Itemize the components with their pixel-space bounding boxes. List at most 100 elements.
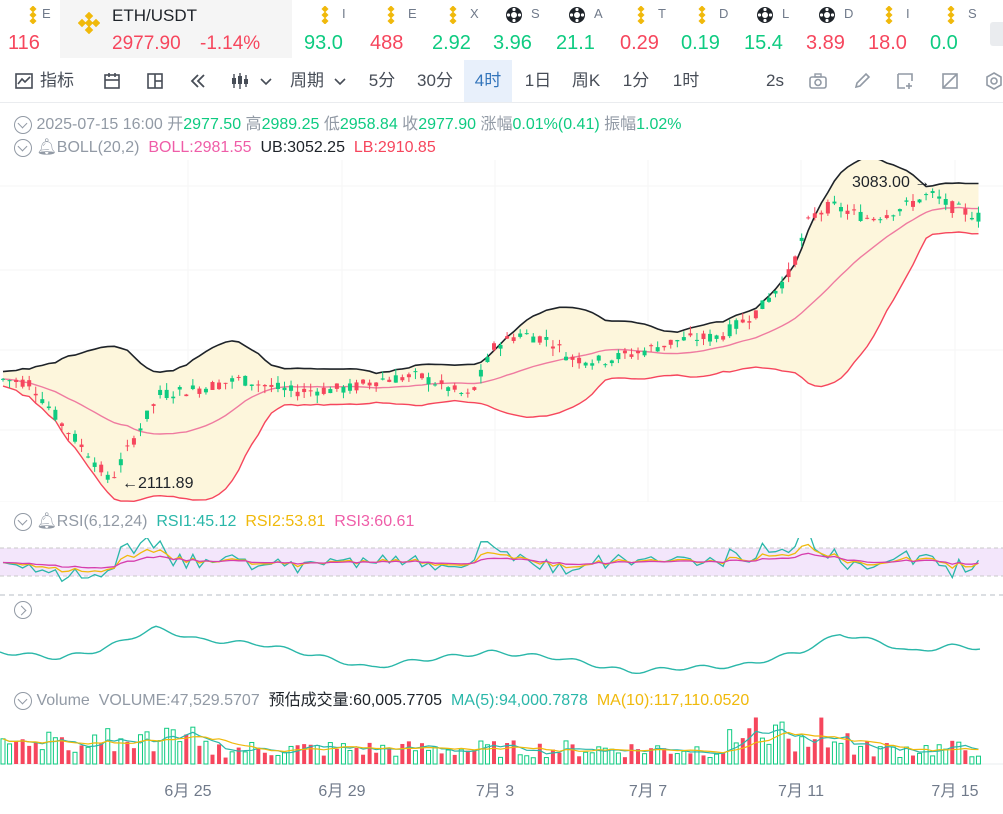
ticker-item[interactable]: D 3.89: [806, 0, 862, 58]
volume-bar: [819, 717, 824, 764]
rewind-icon[interactable]: [188, 71, 208, 91]
candle-body: [184, 394, 189, 397]
rsi2: RSI2:53.81: [245, 513, 326, 530]
candle-body: [498, 344, 503, 349]
candle-body: [20, 379, 25, 387]
ticker-symbol: E: [42, 6, 51, 21]
bell-icon[interactable]: 🔔︎: [36, 513, 57, 530]
candle-body: [688, 333, 693, 336]
indicators-button[interactable]: 指标: [40, 71, 74, 90]
collapse-icon[interactable]: [14, 512, 32, 531]
ticker-item[interactable]: L 15.4: [744, 0, 800, 58]
chevron-right-icon[interactable]: [14, 601, 32, 619]
collapse-icon[interactable]: [14, 691, 32, 710]
candle-body: [426, 377, 431, 385]
ticker-item[interactable]: S 0.0: [930, 0, 986, 58]
ticker-active-eth[interactable]: ETH/USDT 2977.90 -1.14%: [60, 0, 292, 58]
ticker-price: 15.4: [744, 32, 783, 54]
indicator-icon: [15, 73, 33, 89]
ticker-item[interactable]: I 93.0: [304, 0, 360, 58]
collapse-icon[interactable]: [14, 138, 32, 157]
layout-icon[interactable]: [145, 71, 165, 91]
candle-body: [275, 382, 280, 390]
volume-bar: [478, 740, 484, 765]
interval-tab[interactable]: 周K: [571, 71, 601, 90]
volume-bar: [354, 747, 359, 764]
candle-body: [492, 343, 496, 350]
candlestick-icon[interactable]: [230, 71, 250, 91]
amp-label: 振幅: [604, 116, 637, 133]
volume-bar: [596, 746, 602, 765]
period-button[interactable]: 周期: [290, 71, 324, 90]
collapse-icon[interactable]: [14, 115, 32, 134]
volume-bar: [969, 756, 975, 765]
volume-bar: [217, 744, 222, 764]
ticker-item[interactable]: E 116: [0, 0, 56, 58]
binance-icon: [321, 6, 329, 24]
ticker-item[interactable]: D 0.19: [681, 0, 737, 58]
hide-drawings-icon[interactable]: [940, 71, 960, 91]
candle-body: [151, 404, 156, 406]
boll-band-fill: [3, 160, 979, 502]
volume-bar: [327, 742, 333, 765]
ticker-item[interactable]: T 0.29: [620, 0, 676, 58]
chevron-down-icon[interactable]: [256, 71, 276, 91]
pencil-icon[interactable]: [852, 71, 872, 91]
volume-est-label: 预估成交量:: [268, 692, 354, 709]
secondary-indicator-chart[interactable]: [0, 600, 1003, 682]
candle-body: [570, 356, 575, 360]
volume-chart[interactable]: [0, 706, 1003, 768]
volume-bar: [282, 752, 288, 765]
candle-body: [537, 336, 542, 343]
volume-bar: [308, 744, 313, 764]
interval-tab[interactable]: 30分: [417, 71, 453, 90]
volume-bar: [151, 751, 156, 764]
volume-ma10-line: [2, 731, 979, 754]
binance-icon: [29, 6, 37, 24]
volume-bar: [642, 753, 648, 765]
ticker-item[interactable]: E 488: [370, 0, 426, 58]
volume-bar: [505, 743, 510, 764]
candle-body: [668, 339, 673, 345]
calendar-icon[interactable]: [102, 71, 122, 91]
interval-tab[interactable]: 1时: [672, 71, 700, 90]
rsi-chart[interactable]: [0, 538, 1003, 596]
interval-tab[interactable]: 1日: [524, 71, 552, 90]
bell-icon[interactable]: 🔔︎: [36, 139, 57, 156]
candle-body: [780, 281, 785, 289]
volume-bar: [0, 738, 6, 765]
candle-body: [727, 324, 732, 337]
refresh-interval[interactable]: 2s: [766, 71, 784, 90]
volume-bar: [334, 748, 339, 764]
ticker-price: 0.0: [930, 32, 958, 54]
candle-body: [865, 217, 870, 219]
settings-icon[interactable]: [984, 71, 1003, 91]
x-axis: 6月 25 6月 29 7月 3 7月 7 7月 11 7月 15: [0, 777, 1003, 801]
ticker-item[interactable]: S 3.96: [493, 0, 549, 58]
candle-body: [655, 347, 660, 352]
candle-body: [622, 350, 627, 354]
camera-icon[interactable]: [808, 71, 828, 91]
candle-body: [374, 382, 379, 387]
candle-body: [564, 356, 569, 361]
ticker-item[interactable]: I 18.0: [868, 0, 924, 58]
interval-tab[interactable]: 5分: [368, 71, 396, 90]
candle-body: [367, 382, 372, 386]
price-chart[interactable]: [0, 160, 1003, 502]
volume-bar: [498, 756, 504, 765]
chevron-down-icon[interactable]: [330, 71, 350, 91]
candle-body: [53, 409, 58, 420]
candle-body: [577, 357, 582, 364]
ticker-item[interactable]: A 21.1: [556, 0, 612, 58]
interval-tab[interactable]: 4时: [464, 60, 512, 102]
volume-bar: [570, 744, 575, 764]
volume-bar: [197, 745, 202, 764]
ticker-item[interactable]: X 2.92: [432, 0, 488, 58]
binance-icon: [947, 6, 955, 24]
candle-body: [361, 379, 366, 384]
indicator-expand[interactable]: [14, 601, 32, 619]
volume-bar: [806, 746, 811, 764]
add-drawing-icon[interactable]: [895, 71, 915, 91]
ticker-scroll-handle[interactable]: [990, 22, 1003, 46]
interval-tab[interactable]: 1分: [622, 71, 650, 90]
